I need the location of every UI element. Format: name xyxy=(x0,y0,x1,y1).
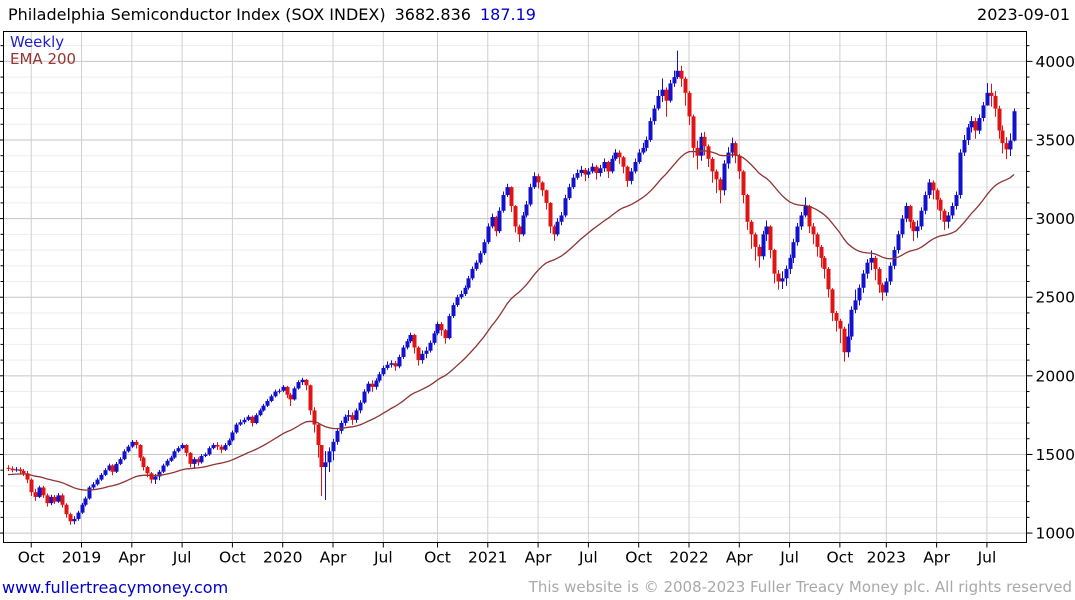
svg-text:4000: 4000 xyxy=(1036,53,1075,71)
svg-text:Oct: Oct xyxy=(18,549,45,567)
svg-text:Apr: Apr xyxy=(320,549,347,567)
candles xyxy=(6,50,1017,525)
footer-copyright: This website is © 2008-2023 Fuller Treac… xyxy=(528,578,1072,596)
svg-text:2500: 2500 xyxy=(1036,289,1075,307)
chart-title: Philadelphia Semiconductor Index (SOX IN… xyxy=(8,5,536,24)
as-of-date: 2023-09-01 xyxy=(977,5,1070,24)
svg-text:Apr: Apr xyxy=(726,549,753,567)
price-change: 187.19 xyxy=(479,5,536,24)
legend-series-label: Weekly xyxy=(10,33,65,51)
svg-text:Oct: Oct xyxy=(625,549,652,567)
y-axis: 1000 1500 2000 2500 3000 3500 4000 xyxy=(0,45,1075,543)
legend-ema-label: EMA 200 xyxy=(10,50,77,68)
svg-text:Apr: Apr xyxy=(118,549,145,567)
svg-text:1000: 1000 xyxy=(1036,525,1075,543)
svg-text:1500: 1500 xyxy=(1036,446,1075,464)
svg-text:Jul: Jul xyxy=(779,549,799,567)
svg-text:Apr: Apr xyxy=(923,549,950,567)
svg-text:3000: 3000 xyxy=(1036,210,1075,228)
svg-text:Apr: Apr xyxy=(525,549,552,567)
plot-border xyxy=(3,31,1027,543)
last-price: 3682.836 xyxy=(394,5,471,24)
svg-text:Oct: Oct xyxy=(219,549,246,567)
x-axis: Oct 2019 Apr Jul Oct 2020 Apr Jul Oct 2021 Apr Jul O… xyxy=(18,542,997,567)
grid xyxy=(3,31,1027,543)
svg-text:2021: 2021 xyxy=(468,549,507,567)
svg-text:Jul: Jul xyxy=(373,549,393,567)
svg-text:3500: 3500 xyxy=(1036,131,1075,149)
svg-text:2022: 2022 xyxy=(669,549,708,567)
svg-text:Jul: Jul xyxy=(578,549,598,567)
svg-text:2020: 2020 xyxy=(263,549,302,567)
svg-text:Oct: Oct xyxy=(826,549,853,567)
svg-text:2023: 2023 xyxy=(867,549,906,567)
svg-text:2000: 2000 xyxy=(1036,367,1075,385)
footer-site-link[interactable]: www.fullertreacymoney.com xyxy=(2,578,229,597)
svg-text:Jul: Jul xyxy=(172,549,192,567)
svg-text:Jul: Jul xyxy=(977,549,997,567)
instrument-name: Philadelphia Semiconductor Index (SOX IN… xyxy=(8,5,386,24)
ema-line xyxy=(7,150,1015,491)
svg-text:2019: 2019 xyxy=(62,549,101,567)
legend: Weekly EMA 200 xyxy=(10,34,76,68)
svg-text:Oct: Oct xyxy=(424,549,451,567)
